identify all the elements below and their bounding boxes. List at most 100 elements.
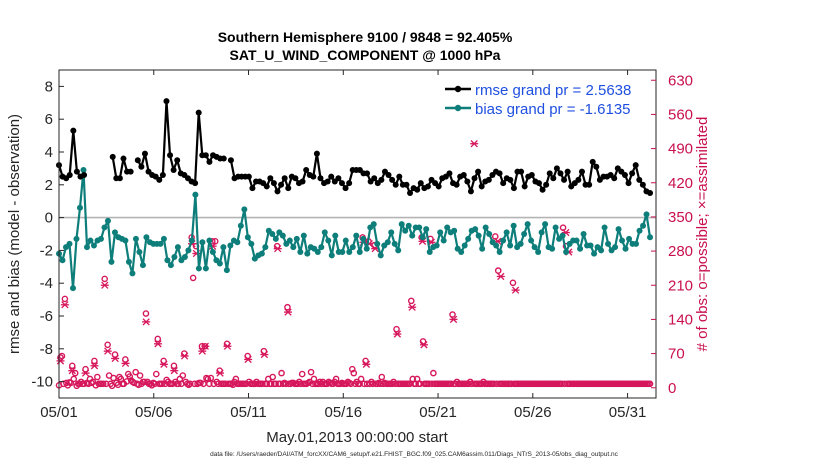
possible-obs-point xyxy=(61,295,69,303)
rmse-point xyxy=(267,175,274,182)
assimilated-obs-point xyxy=(260,350,269,359)
bias-point xyxy=(524,221,531,228)
assimilated-obs-point xyxy=(273,244,282,253)
right-y-tick-label: 420 xyxy=(668,175,693,192)
rmse-point xyxy=(285,185,292,192)
bias-point xyxy=(612,244,619,251)
bias-point xyxy=(185,247,192,254)
rmse-point xyxy=(138,163,145,170)
possible-obs-point xyxy=(267,380,275,388)
rmse-point xyxy=(371,175,378,182)
assimilated-obs-point xyxy=(81,369,90,377)
rmse-point xyxy=(471,175,478,182)
bias-point xyxy=(353,232,360,239)
bias-point xyxy=(304,250,311,257)
possible-obs-point xyxy=(99,380,107,388)
bias-point xyxy=(206,237,213,244)
rmse-point xyxy=(575,176,582,183)
bias-point xyxy=(241,206,248,213)
bias-point xyxy=(129,270,136,277)
bias-point xyxy=(216,260,223,267)
bias-point xyxy=(409,232,416,239)
bias-point xyxy=(101,224,108,231)
bias-point xyxy=(342,237,349,244)
bias-point xyxy=(97,235,104,242)
rmse-point xyxy=(192,180,199,187)
rmse-point xyxy=(270,180,277,187)
rmse-point xyxy=(510,185,517,192)
rmse-point xyxy=(625,180,632,187)
assimilated-obs-point xyxy=(90,362,99,370)
rmse-point xyxy=(389,176,396,183)
rmse-point xyxy=(317,175,324,182)
rmse-point xyxy=(274,188,281,195)
left-y-tick-label: 6 xyxy=(45,111,53,128)
assimilated-obs-point xyxy=(153,340,162,348)
rmse-point xyxy=(435,183,442,190)
possible-obs-point xyxy=(189,274,197,282)
bias-point xyxy=(552,224,559,231)
possible-obs-point xyxy=(126,373,134,380)
possible-obs-point xyxy=(449,311,456,318)
bias-point xyxy=(290,244,297,251)
rmse-point xyxy=(81,171,88,178)
bias-point xyxy=(374,240,381,247)
bias-point xyxy=(587,242,594,249)
bias-point xyxy=(195,265,202,272)
rmse-point xyxy=(564,168,571,175)
rmse-point xyxy=(507,176,514,183)
possible-obs-point xyxy=(152,370,160,378)
rmse-point xyxy=(453,181,460,188)
rmse-point xyxy=(561,176,568,183)
x-tick-label: 05/01 xyxy=(40,404,78,421)
assimilated-obs-point xyxy=(170,367,179,375)
x-tick-label: 05/21 xyxy=(419,404,457,421)
rmse-point xyxy=(310,173,317,180)
rmse-point xyxy=(392,181,399,188)
bias-point xyxy=(402,227,409,234)
rmse-point xyxy=(303,167,310,174)
bias-point xyxy=(388,229,395,236)
bias-point xyxy=(244,234,251,241)
bias-point xyxy=(647,234,654,241)
bias-point xyxy=(199,239,206,246)
assimilated-obs-point xyxy=(408,303,417,311)
bias-point xyxy=(223,267,230,274)
rmse-point xyxy=(586,181,593,188)
data-file-note: data file: /Users/raeder/DAI/ATM_forcXX/… xyxy=(210,451,619,458)
assimilated-obs-point xyxy=(362,360,371,368)
left-y-tick-label: 4 xyxy=(45,144,53,161)
possible-obs-point xyxy=(101,275,108,283)
assimilated-obs-point xyxy=(198,347,207,355)
rmse-point xyxy=(485,176,492,183)
bias-point xyxy=(419,234,426,241)
bias-point xyxy=(643,211,650,218)
left-y-tick-label: -2 xyxy=(40,242,53,259)
bias-point xyxy=(517,240,524,247)
rmse-point xyxy=(206,158,213,165)
right-y-tick-label: 490 xyxy=(668,141,693,158)
bias-point xyxy=(461,242,468,249)
x-tick-label: 05/26 xyxy=(514,404,552,421)
possible-obs-point xyxy=(646,380,654,388)
possible-obs-point xyxy=(154,335,162,343)
possible-obs-point xyxy=(82,365,89,373)
possible-obs-point xyxy=(378,373,386,381)
x-tick-label: 05/11 xyxy=(230,404,266,421)
possible-obs-point xyxy=(136,372,144,379)
bias-point xyxy=(472,226,479,233)
bias-point xyxy=(209,249,216,256)
assimilated-obs-point xyxy=(121,359,130,368)
bias-point xyxy=(234,239,241,246)
rmse-point xyxy=(66,171,73,178)
rmse-point xyxy=(417,180,424,187)
x-tick-label: 05/31 xyxy=(609,404,647,421)
bias-point xyxy=(188,237,195,244)
rmse-point xyxy=(639,181,646,188)
rmse-point xyxy=(396,173,403,180)
possible-obs-point xyxy=(102,380,110,388)
rmse-point xyxy=(227,157,234,164)
bias-point xyxy=(475,232,482,239)
rmse-point xyxy=(518,168,525,175)
possible-obs-point xyxy=(108,382,116,390)
